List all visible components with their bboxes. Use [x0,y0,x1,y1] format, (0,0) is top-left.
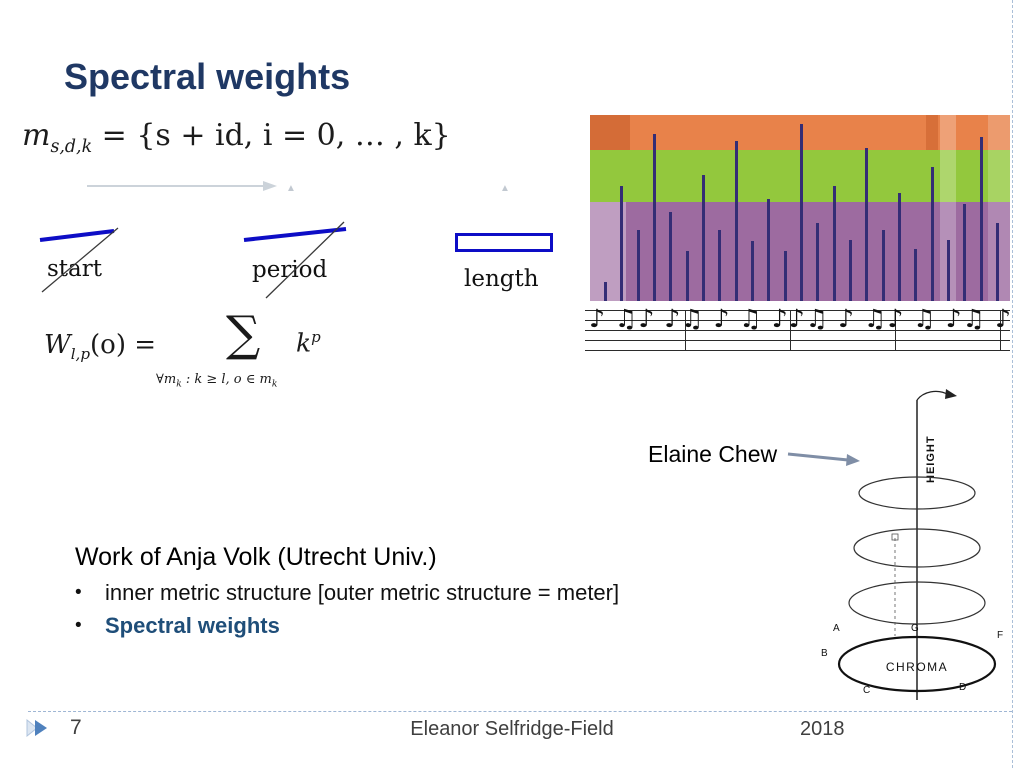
score-notes: ♪ ♫♪ ♪♫ ♪ ♫ ♪♪♫ ♪ ♫♪ ♫ ♪♫ ♪ ♫ ♪♪ ♫♪ ♫ [589,304,1010,333]
caret-icon: ▲ [500,183,510,194]
bullet-text: Spectral weights [105,613,280,638]
work-heading: Work of Anja Volk (Utrecht Univ.) [75,543,437,571]
chroma-label: CHROMA [886,660,948,674]
formula-w-var: W [44,330,71,360]
note-letter: B [821,648,828,659]
start-line-graphic [39,227,119,293]
spiral-diagram: HEIGHT A G F B C D CHROMA [821,389,1003,700]
formula-w-term: kp [296,328,321,358]
note-letter: A [833,623,840,634]
bullet-icon: • [75,582,82,603]
note-letter: C [863,685,870,696]
formula-m-rest: = {s + id, i = 0, … , k} [92,118,451,153]
bullet-icon: • [75,615,82,636]
formula-m-sub: s,d,k [50,137,93,157]
note-letter: F [997,630,1003,641]
right-edge-dotted-line [1012,0,1013,768]
formula-m-var: m [22,118,51,153]
formula-w-arg: (o) = [90,330,157,360]
weights-chart-bars [596,115,1004,301]
footer-year: 2018 [800,718,845,740]
formula-w-sub: l,p [70,345,91,364]
gray-arrow-icon [87,181,277,191]
music-score: ♪ ♫♪ ♪♫ ♪ ♫ ♪♪♫ ♪ ♫♪ ♫ ♪♫ ♪ ♫ ♪♪ ♫♪ ♫ [585,302,1010,362]
bullet-text: inner metric structure [outer metric str… [105,580,620,605]
page-number: 7 [70,716,82,739]
bullet-list: • inner metric structure [outer metric s… [75,580,775,646]
note-letter: G [911,623,919,634]
elaine-chew-arrow-icon [787,452,860,466]
caret-icon: ▲ [286,183,296,194]
weights-chart-strips [590,115,1010,301]
footer-divider [28,711,1012,712]
weights-chart [590,115,1010,301]
bullet-item: • Spectral weights [75,613,775,639]
footer-author: Eleanor Selfridge-Field [410,718,614,740]
sigma-symbol: ∑ [226,306,261,362]
period-line-graphic [243,221,347,299]
height-axis-label: HEIGHT [925,435,937,483]
length-label: length [464,266,539,292]
footer-marker-icon [26,719,47,737]
start-label: start [47,256,102,282]
bullet-item: • inner metric structure [outer metric s… [75,580,775,606]
formula-w: Wl,p(o) = ∑ ∀mk : k ≥ l, o ∈ mk kp [40,306,380,400]
note-letter: D [959,682,966,693]
length-box [455,233,553,252]
formula-m: ms,d,k = {s + id, i = 0, … , k} [22,118,451,157]
page-title: Spectral weights [64,56,351,97]
formula-w-condition: ∀mk : k ≥ l, o ∈ mk [156,372,278,390]
period-label: period [252,257,328,283]
elaine-chew-label: Elaine Chew [648,441,778,467]
